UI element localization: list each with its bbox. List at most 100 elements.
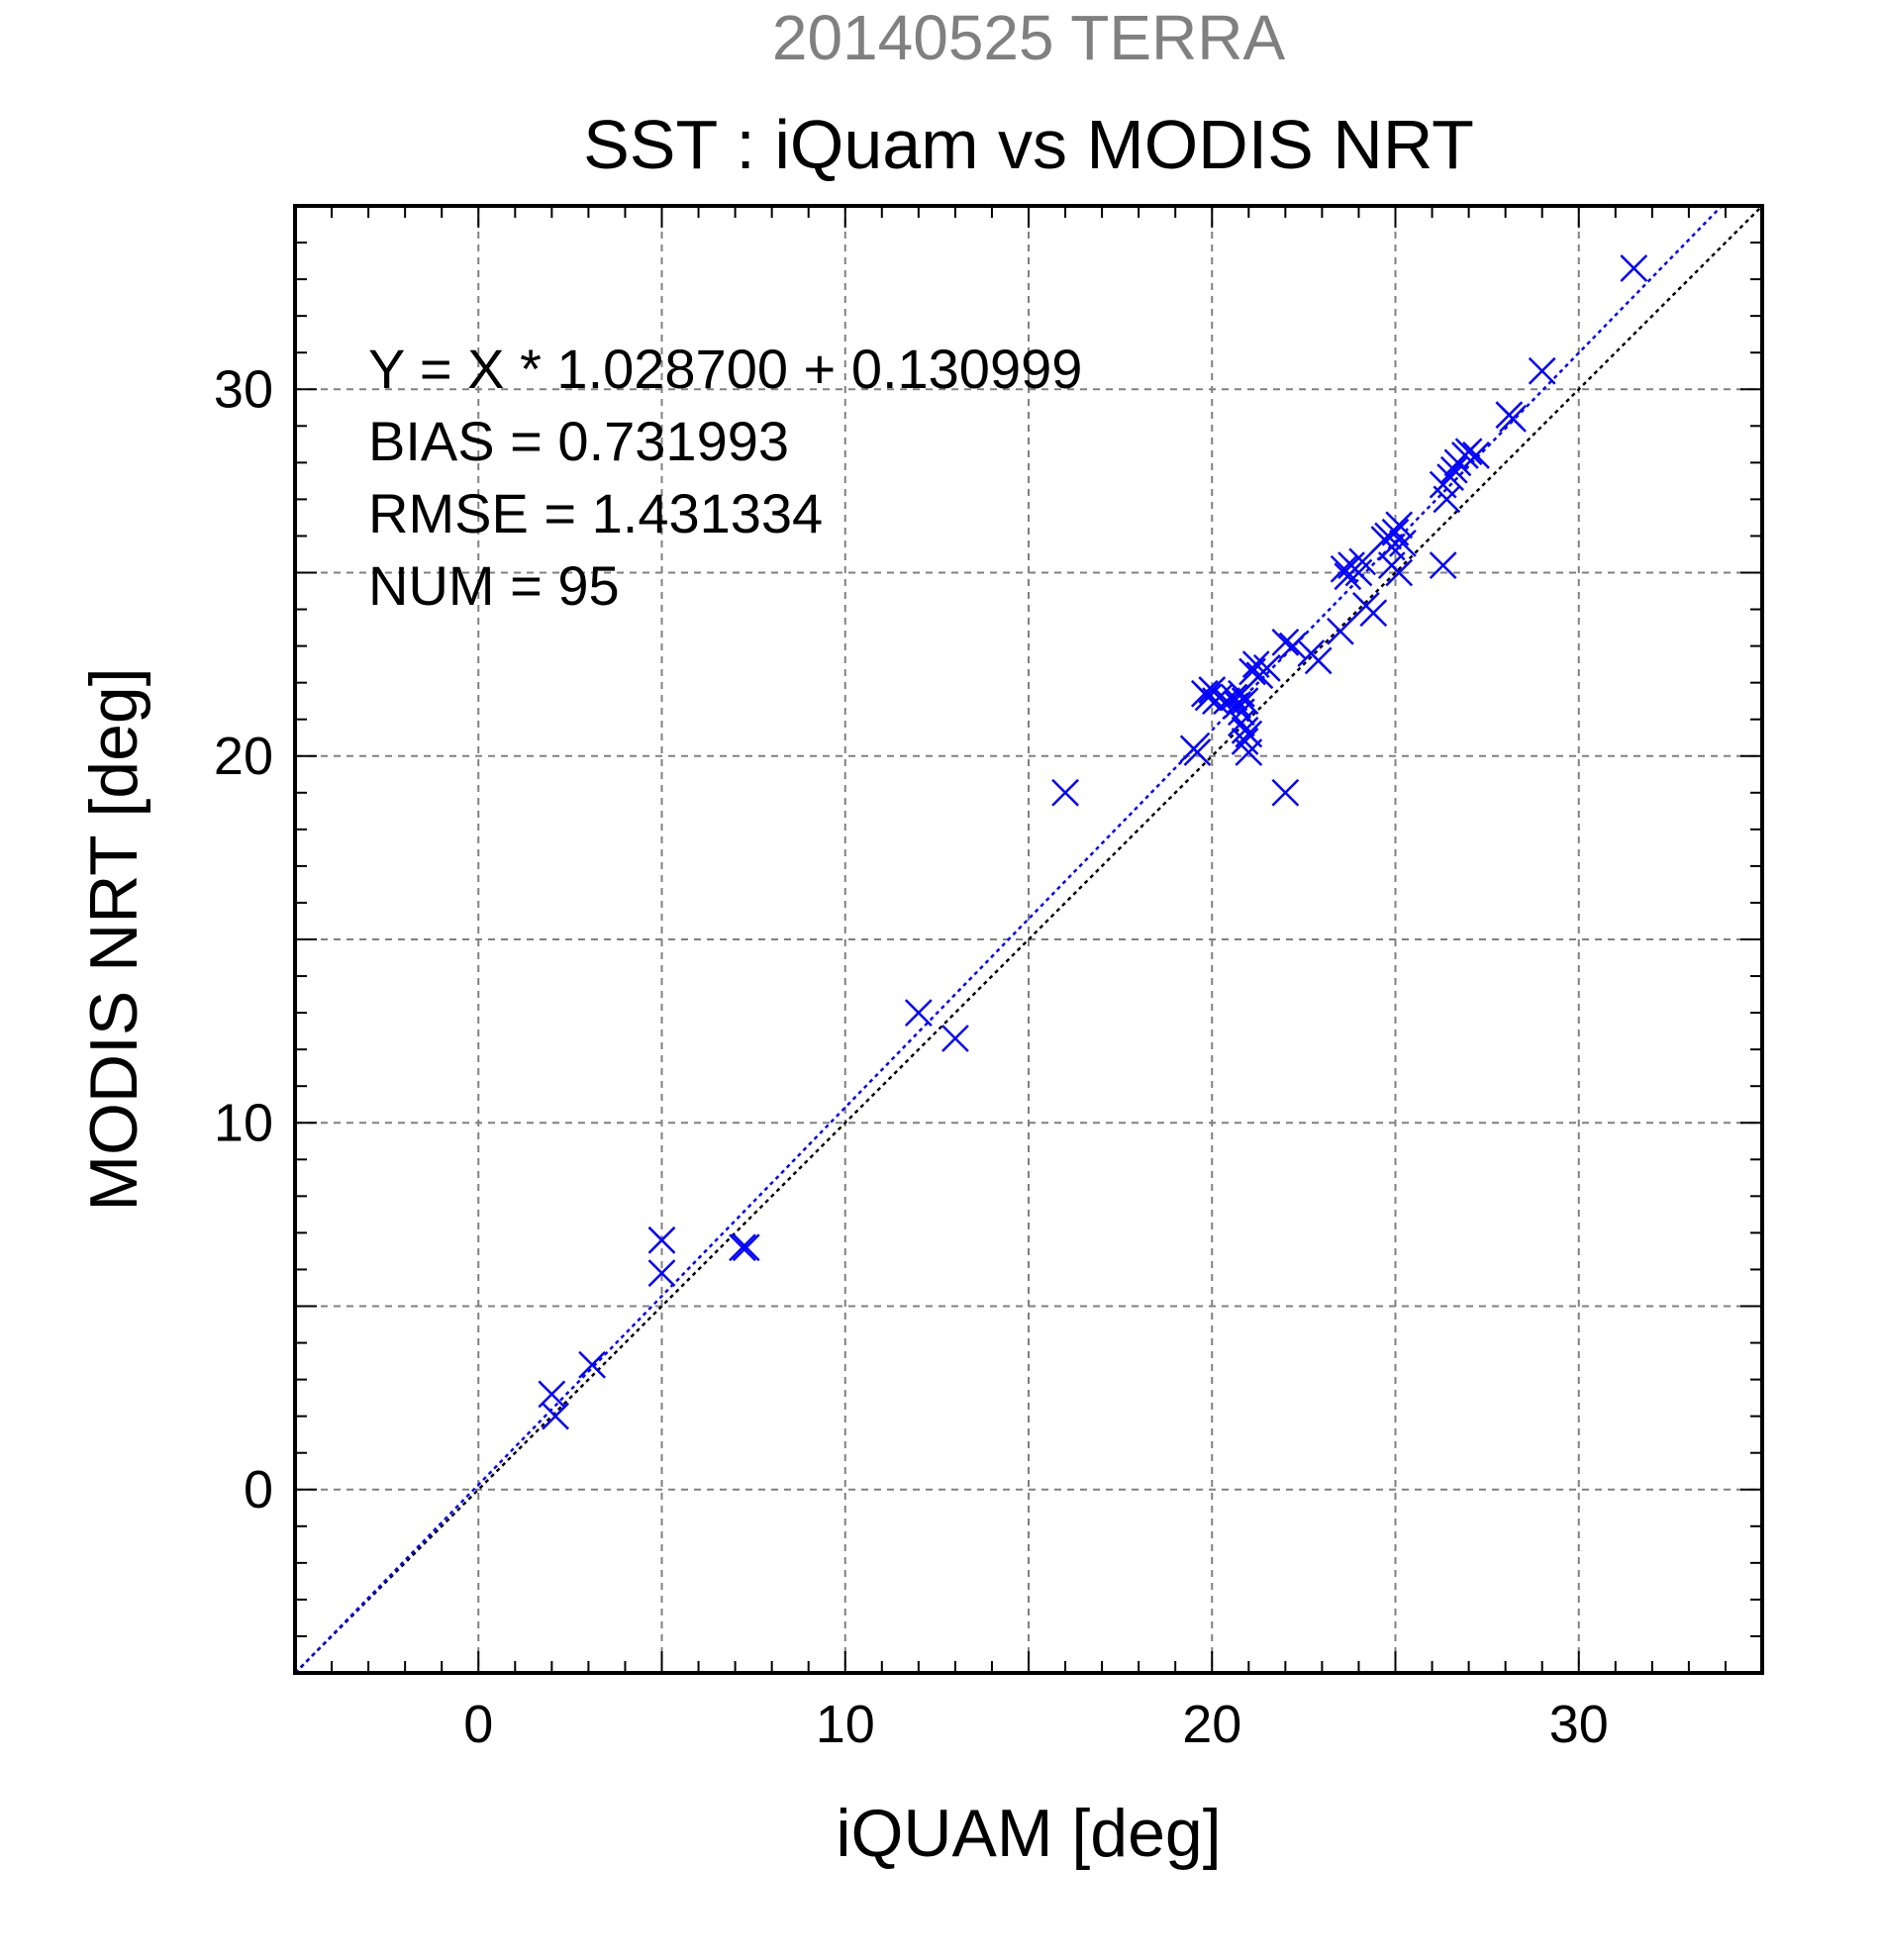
data-point: [1241, 650, 1270, 679]
x-tick-label: 30: [1549, 1695, 1609, 1754]
data-point-stroke: [1330, 554, 1358, 583]
data-point: [1235, 720, 1263, 748]
y-tick-label: 0: [244, 1460, 273, 1519]
grid: [295, 206, 1762, 1673]
data-point: [1183, 738, 1212, 766]
data-point-stroke: [647, 1259, 676, 1288]
data-point-stroke: [1620, 254, 1648, 282]
x-axis-label: iQUAM [deg]: [836, 1796, 1221, 1871]
data-point-stroke: [1433, 485, 1461, 514]
data-point-stroke: [1348, 547, 1377, 576]
data-point-stroke: [1224, 690, 1252, 719]
fit-equation: Y = X * 1.028700 + 0.130999: [368, 338, 1082, 400]
data-point-stroke: [578, 1350, 606, 1379]
data-point-stroke: [542, 1402, 569, 1430]
data-point: [1344, 558, 1373, 587]
reference-lines: [294, 205, 1763, 1674]
data-point: [1220, 683, 1248, 712]
data-point-stroke: [1344, 558, 1373, 587]
data-point-stroke: [1454, 438, 1483, 466]
bias-stat: BIAS = 0.731993: [368, 410, 789, 472]
data-point-stroke: [1228, 709, 1255, 737]
data-point-stroke: [1252, 653, 1281, 682]
data-point-stroke: [1359, 599, 1388, 628]
data-point: [1327, 617, 1354, 645]
rmse-stat: RMSE = 1.431334: [368, 482, 823, 544]
data-point: [1278, 632, 1307, 660]
y-axis-tick-labels: 0 10 20 30: [214, 359, 273, 1519]
chart-subtitle: SST : iQuam vs MODIS NRT: [583, 106, 1474, 183]
identity-line: [294, 205, 1763, 1674]
data-point-stroke: [1278, 632, 1307, 660]
data-point: [1436, 463, 1464, 492]
y-tick-label: 10: [214, 1093, 273, 1152]
data-point: [941, 1025, 969, 1052]
data-point-stroke: [1499, 405, 1527, 433]
data-point: [732, 1233, 760, 1262]
data-point: [1499, 405, 1527, 433]
data-point: [1359, 599, 1388, 628]
data-point-stroke: [941, 1025, 969, 1052]
data-point: [1528, 356, 1556, 385]
data-point: [1620, 254, 1648, 282]
data-point-stroke: [1205, 683, 1234, 712]
data-point: [1271, 629, 1300, 656]
data-point: [904, 999, 933, 1027]
data-point-stroke: [1183, 738, 1212, 766]
data-point-stroke: [1528, 356, 1556, 385]
data-point: [1271, 778, 1300, 807]
data-point: [1389, 529, 1417, 557]
data-point: [1439, 455, 1468, 484]
data-point-stroke: [1220, 683, 1248, 712]
data-point: [1385, 511, 1414, 539]
data-point-stroke: [1231, 687, 1259, 716]
data-point: [578, 1350, 606, 1379]
data-point: [1304, 646, 1333, 675]
data-point-stroke: [1235, 720, 1263, 748]
regression-line: [294, 205, 1723, 1674]
data-point: [1454, 438, 1483, 466]
x-tick-label: 0: [463, 1695, 493, 1754]
data-point-stroke: [1194, 683, 1223, 712]
data-point: [1051, 778, 1079, 807]
plot-frame: [293, 204, 1764, 1675]
data-point: [1252, 653, 1281, 682]
data-point: [1348, 547, 1377, 576]
y-tick-label: 30: [214, 359, 273, 419]
data-point-stroke: [647, 1225, 676, 1254]
chart-title: 20140525 TERRA: [772, 2, 1286, 73]
data-point: [1194, 683, 1223, 712]
data-point-stroke: [1429, 551, 1457, 579]
data-point-stroke: [732, 1233, 760, 1262]
data-point-stroke: [1377, 551, 1406, 579]
x-tick-label: 10: [816, 1695, 875, 1754]
data-point-stroke: [1385, 511, 1414, 539]
data-point: [647, 1259, 676, 1288]
data-point-stroke: [904, 999, 933, 1027]
x-axis-tick-labels: 0 10 20 30: [463, 1695, 1609, 1754]
data-point: [1377, 551, 1406, 579]
data-point: [729, 1233, 756, 1262]
data-point-stroke: [1271, 629, 1300, 656]
data-point-stroke: [1051, 778, 1079, 807]
data-point-stroke: [1439, 455, 1468, 484]
data-point: [1429, 551, 1457, 579]
data-point-stroke: [1304, 646, 1333, 675]
data-point: [1224, 690, 1252, 719]
x-tick-label: 20: [1182, 1695, 1241, 1754]
y-tick-label: 20: [214, 727, 273, 786]
data-point: [1231, 687, 1259, 716]
data-point-stroke: [1241, 650, 1270, 679]
data-point: [542, 1402, 569, 1430]
data-point-stroke: [1231, 728, 1259, 755]
data-point-stroke: [1462, 441, 1490, 469]
data-point: [1462, 441, 1490, 469]
stats-box: Y = X * 1.028700 + 0.130999 BIAS = 0.731…: [368, 338, 1082, 617]
data-point-stroke: [729, 1233, 756, 1262]
data-point-stroke: [1381, 518, 1410, 546]
data-point: [1231, 728, 1259, 755]
num-stat: NUM = 95: [368, 554, 620, 617]
data-points: [538, 254, 1648, 1430]
data-point-stroke: [1389, 529, 1417, 557]
